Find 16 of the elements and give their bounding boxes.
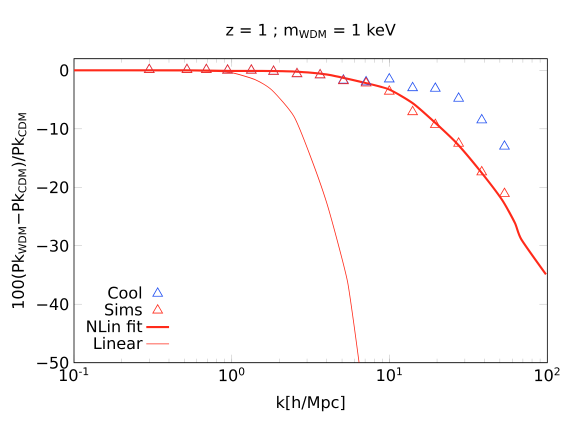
y-tick-label: −50 — [37, 356, 68, 369]
legend-label: NLin fit — [87, 320, 142, 332]
x-tick-label: 10$^{0}$ — [220, 367, 244, 382]
y-tick-label: −40 — [37, 298, 68, 310]
y-tick-label: −10 — [37, 122, 68, 135]
legend-label: Linear — [94, 336, 143, 350]
x-axis-title: k[h/Mpc] — [277, 396, 344, 412]
y-axis-title: 100(Pk$_{WDM}$−Pk$_{CDM}$)/Pk$_{CDM}$ — [12, 113, 26, 308]
chart-title: z = 1 ; m$_{WDM}$ = 1 keV — [226, 23, 396, 38]
y-tick-label: 0 — [60, 64, 68, 76]
x-tick-label: 10$^{2}$ — [535, 367, 560, 382]
y-tick-label: −20 — [37, 181, 68, 194]
x-tick-label: 10$^{1}$ — [377, 367, 402, 382]
y-tick-label: −30 — [37, 240, 68, 252]
legend-label: Cool — [108, 286, 142, 299]
legend-label: Sims — [105, 303, 142, 316]
